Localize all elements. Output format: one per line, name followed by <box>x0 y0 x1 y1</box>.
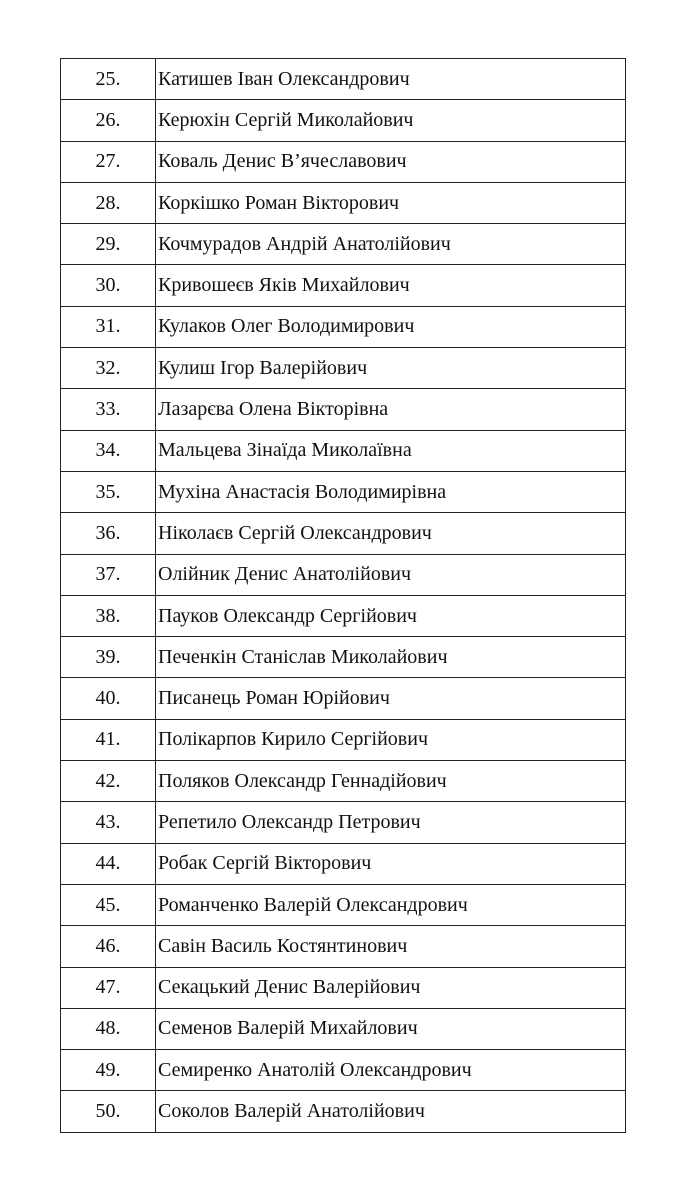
table-row: 28. Коркішко Роман Вікторович <box>60 181 626 225</box>
table-row: 49. Семиренко Анатолій Олександрович <box>60 1049 626 1092</box>
person-name: Олійник Денис Анатолійович <box>155 553 626 596</box>
person-name: Секацький Денис Валерійович <box>155 966 626 1009</box>
row-number: 31. <box>60 305 156 349</box>
person-name: Репетило Олександр Петрович <box>155 801 626 844</box>
table-row: 35. Мухіна Анастасія Володимирівна <box>60 470 626 514</box>
table-row: 39. Печенкін Станіслав Миколайович <box>60 636 626 679</box>
person-name: Керюхін Сергій Миколайович <box>155 99 626 142</box>
person-name: Писанець Роман Юрійович <box>155 677 626 720</box>
person-name: Семиренко Анатолій Олександрович <box>155 1049 626 1092</box>
person-name: Робак Сергій Вікторович <box>155 842 626 885</box>
row-number: 32. <box>60 347 156 390</box>
table-row: 25. Катишев Іван Олександрович <box>60 57 626 101</box>
person-name: Мухіна Анастасія Володимирівна <box>155 470 626 514</box>
row-number: 28. <box>60 181 156 225</box>
table-row: 37. Олійник Денис Анатолійович <box>60 553 626 596</box>
person-name: Ніколаєв Сергій Олександрович <box>155 512 626 555</box>
table-row: 29. Кочмурадов Андрій Анатолійович <box>60 223 626 266</box>
row-number: 41. <box>60 718 156 762</box>
person-name: Семенов Валерій Михайлович <box>155 1007 626 1051</box>
table-row: 41. Полікарпов Кирило Сергійович <box>60 718 626 762</box>
table-row: 27. Коваль Денис В’ячеславович <box>60 140 626 183</box>
row-number: 43. <box>60 801 156 844</box>
person-name: Кулаков Олег Володимирович <box>155 305 626 349</box>
table-row: 26. Керюхін Сергій Миколайович <box>60 99 626 142</box>
table-row: 43. Репетило Олександр Петрович <box>60 801 626 844</box>
row-number: 44. <box>60 842 156 885</box>
row-number: 49. <box>60 1049 156 1092</box>
table-row: 30. Кривошеєв Яків Михайлович <box>60 264 626 307</box>
table-row: 42. Поляков Олександр Геннадійович <box>60 760 626 803</box>
row-number: 45. <box>60 883 156 927</box>
table-row: 36. Ніколаєв Сергій Олександрович <box>60 512 626 555</box>
person-name: Коркішко Роман Вікторович <box>155 181 626 225</box>
person-name: Кулиш Ігор Валерійович <box>155 347 626 390</box>
row-number: 50. <box>60 1090 156 1133</box>
person-name: Кочмурадов Андрій Анатолійович <box>155 223 626 266</box>
table-row: 32. Кулиш Ігор Валерійович <box>60 347 626 390</box>
person-name: Поляков Олександр Геннадійович <box>155 760 626 803</box>
table-row: 50. Соколов Валерій Анатолійович <box>60 1090 626 1133</box>
table-row: 48. Семенов Валерій Михайлович <box>60 1007 626 1051</box>
person-name: Романченко Валерій Олександрович <box>155 883 626 927</box>
person-name: Пауков Олександр Сергійович <box>155 594 626 638</box>
row-number: 42. <box>60 760 156 803</box>
row-number: 37. <box>60 553 156 596</box>
row-number: 25. <box>60 57 156 101</box>
table-row: 47. Секацький Денис Валерійович <box>60 966 626 1009</box>
person-name: Кривошеєв Яків Михайлович <box>155 264 626 307</box>
row-number: 38. <box>60 594 156 638</box>
person-name: Мальцева Зінаїда Миколаївна <box>155 429 626 472</box>
row-number: 26. <box>60 99 156 142</box>
row-number: 30. <box>60 264 156 307</box>
row-number: 40. <box>60 677 156 720</box>
table-row: 40. Писанець Роман Юрійович <box>60 677 626 720</box>
table-row: 31. Кулаков Олег Володимирович <box>60 305 626 349</box>
names-table: 25. Катишев Іван Олександрович 26. Керюхін … <box>60 57 626 1133</box>
row-number: 35. <box>60 470 156 514</box>
row-number: 33. <box>60 388 156 431</box>
person-name: Полікарпов Кирило Сергійович <box>155 718 626 762</box>
person-name: Печенкін Станіслав Миколайович <box>155 636 626 679</box>
person-name: Катишев Іван Олександрович <box>155 57 626 101</box>
person-name: Савін Василь Костянтинович <box>155 925 626 968</box>
table-row: 38. Пауков Олександр Сергійович <box>60 594 626 638</box>
row-number: 29. <box>60 223 156 266</box>
person-name: Коваль Денис В’ячеславович <box>155 140 626 183</box>
row-number: 36. <box>60 512 156 555</box>
row-number: 34. <box>60 429 156 472</box>
person-name: Соколов Валерій Анатолійович <box>155 1090 626 1133</box>
table-row: 34. Мальцева Зінаїда Миколаївна <box>60 429 626 472</box>
table-row: 46. Савін Василь Костянтинович <box>60 925 626 968</box>
names-table-body: 25. Катишев Іван Олександрович 26. Керюхін … <box>60 57 626 1133</box>
row-number: 46. <box>60 925 156 968</box>
table-row: 44. Робак Сергій Вікторович <box>60 842 626 885</box>
table-row: 45. Романченко Валерій Олександрович <box>60 883 626 927</box>
row-number: 47. <box>60 966 156 1009</box>
row-number: 39. <box>60 636 156 679</box>
row-number: 48. <box>60 1007 156 1051</box>
row-number: 27. <box>60 140 156 183</box>
person-name: Лазарєва Олена Вікторівна <box>155 388 626 431</box>
table-row: 33. Лазарєва Олена Вікторівна <box>60 388 626 431</box>
